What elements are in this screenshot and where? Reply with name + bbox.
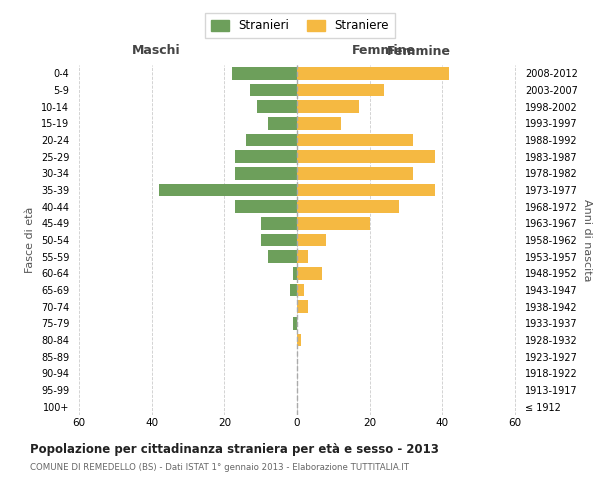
Y-axis label: Fasce di età: Fasce di età xyxy=(25,207,35,273)
Bar xyxy=(297,67,449,80)
Bar xyxy=(250,84,297,96)
Bar xyxy=(257,100,297,113)
Text: Femmine: Femmine xyxy=(352,44,416,58)
Bar xyxy=(268,250,297,263)
Bar xyxy=(297,300,308,313)
Bar xyxy=(235,150,297,163)
Bar xyxy=(232,67,297,80)
Bar xyxy=(297,184,435,196)
Text: Femmine: Femmine xyxy=(386,45,451,58)
Bar xyxy=(297,117,341,130)
Bar xyxy=(293,267,297,280)
Text: Maschi: Maschi xyxy=(131,44,181,58)
Bar xyxy=(261,217,297,230)
Bar xyxy=(246,134,297,146)
Bar xyxy=(297,217,370,230)
Bar xyxy=(235,167,297,179)
Bar xyxy=(297,84,384,96)
Bar xyxy=(297,200,398,213)
Bar xyxy=(297,134,413,146)
Bar xyxy=(297,150,435,163)
Bar xyxy=(293,317,297,330)
Bar xyxy=(261,234,297,246)
Bar xyxy=(297,250,308,263)
Text: COMUNE DI REMEDELLO (BS) - Dati ISTAT 1° gennaio 2013 - Elaborazione TUTTITALIA.: COMUNE DI REMEDELLO (BS) - Dati ISTAT 1°… xyxy=(30,462,409,471)
Bar xyxy=(159,184,297,196)
Bar xyxy=(235,200,297,213)
Text: Popolazione per cittadinanza straniera per età e sesso - 2013: Popolazione per cittadinanza straniera p… xyxy=(30,442,439,456)
Bar xyxy=(268,117,297,130)
Legend: Stranieri, Straniere: Stranieri, Straniere xyxy=(205,14,395,38)
Bar xyxy=(297,267,322,280)
Bar xyxy=(297,334,301,346)
Bar xyxy=(297,234,326,246)
Y-axis label: Anni di nascita: Anni di nascita xyxy=(581,198,592,281)
Bar xyxy=(290,284,297,296)
Bar xyxy=(297,284,304,296)
Bar xyxy=(297,100,359,113)
Bar xyxy=(297,167,413,179)
